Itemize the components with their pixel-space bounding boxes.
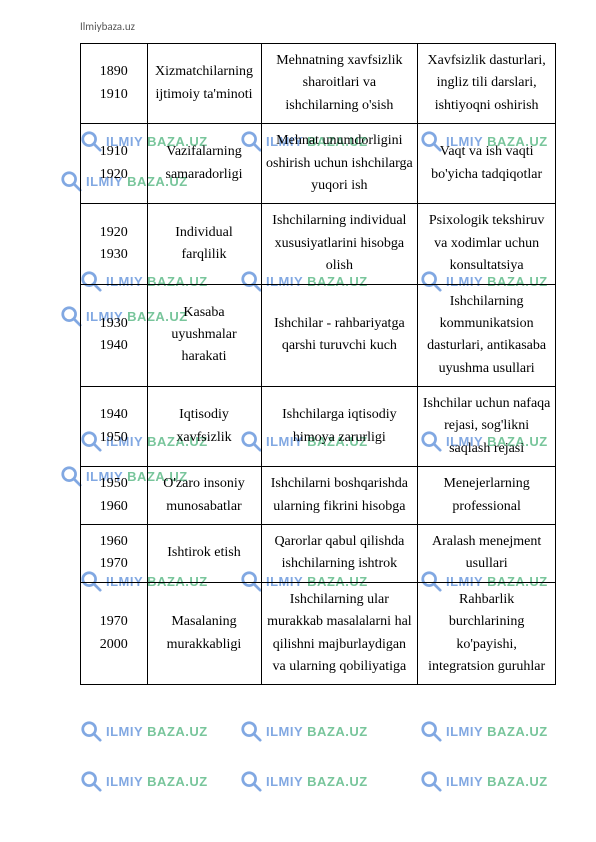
year-end: 1930 xyxy=(85,244,143,266)
watermark: ILMIY BAZA.UZ xyxy=(80,770,208,792)
cell-col4: Xavfsizlik dasturlari, ingliz tili darsl… xyxy=(418,44,556,124)
cell-col2: Kasaba uyushmalar harakati xyxy=(147,284,261,387)
watermark: ILMIY BAZA.UZ xyxy=(240,720,368,742)
table-row: 19301940Kasaba uyushmalar harakatiIshchi… xyxy=(81,284,556,387)
table-row: 19501960O'zaro insoniy munosabatlarIshch… xyxy=(81,467,556,525)
year-end: 1920 xyxy=(85,164,143,186)
table-row: 18901910Xizmatchilarning ijtimoiy ta'min… xyxy=(81,44,556,124)
cell-col2: O'zaro insoniy munosabatlar xyxy=(147,467,261,525)
year-end: 1970 xyxy=(85,553,143,575)
watermark-text-2: BAZA.UZ xyxy=(147,774,208,789)
year-cell: 19401950 xyxy=(81,387,148,467)
cell-col3: Ishchilarni boshqarishda ularning fikrin… xyxy=(261,467,418,525)
watermark-text-1: ILMIY xyxy=(266,774,303,789)
watermark-text-1: ILMIY xyxy=(106,774,143,789)
year-start: 1950 xyxy=(85,473,143,495)
cell-col4: Vaqt va ish vaqti bo'yicha tadqiqotlar xyxy=(418,124,556,204)
watermark-text-1: ILMIY xyxy=(266,724,303,739)
watermark: ILMIY BAZA.UZ xyxy=(80,720,208,742)
year-start: 1930 xyxy=(85,313,143,335)
year-end: 1950 xyxy=(85,427,143,449)
watermark-text-2: BAZA.UZ xyxy=(307,774,368,789)
cell-col4: Ishchilar uchun nafaqa rejasi, sog'likni… xyxy=(418,387,556,467)
year-cell: 19702000 xyxy=(81,582,148,685)
cell-col4: Aralash menejment usullari xyxy=(418,525,556,583)
watermark-text-1: ILMIY xyxy=(446,774,483,789)
year-end: 2000 xyxy=(85,634,143,656)
year-start: 1960 xyxy=(85,531,143,553)
watermark-text-2: BAZA.UZ xyxy=(307,724,368,739)
cell-col3: Ishchilar - rahbariyatga qarshi turuvchi… xyxy=(261,284,418,387)
cell-col4: Menejerlarning professional xyxy=(418,467,556,525)
year-start: 1910 xyxy=(85,141,143,163)
watermark: ILMIY BAZA.UZ xyxy=(240,770,368,792)
table-row: 19601970Ishtirok etishQarorlar qabul qil… xyxy=(81,525,556,583)
cell-col2: Iqtisodiy xavfsizlik xyxy=(147,387,261,467)
watermark-text-1: ILMIY xyxy=(106,724,143,739)
cell-col3: Ishchilarning ular murakkab masalalarni … xyxy=(261,582,418,685)
year-cell: 19201930 xyxy=(81,204,148,284)
cell-col2: Ishtirok etish xyxy=(147,525,261,583)
year-start: 1970 xyxy=(85,611,143,633)
year-start: 1890 xyxy=(85,61,143,83)
watermark-text-2: BAZA.UZ xyxy=(487,774,548,789)
cell-col3: Mehnatning xavfsizlik sharoitlari va ish… xyxy=(261,44,418,124)
watermark-text-1: ILMIY xyxy=(446,724,483,739)
year-cell: 18901910 xyxy=(81,44,148,124)
year-start: 1920 xyxy=(85,222,143,244)
year-end: 1940 xyxy=(85,335,143,357)
year-start: 1940 xyxy=(85,404,143,426)
page-header: Ilmiybaza.uz xyxy=(80,20,556,33)
year-cell: 19301940 xyxy=(81,284,148,387)
watermark-text-2: BAZA.UZ xyxy=(147,724,208,739)
cell-col2: Vazifalarning samaradorligi xyxy=(147,124,261,204)
table-row: 19702000Masalaning murakkabligiIshchilar… xyxy=(81,582,556,685)
year-end: 1910 xyxy=(85,84,143,106)
cell-col2: Individual farqlilik xyxy=(147,204,261,284)
year-end: 1960 xyxy=(85,496,143,518)
cell-col3: Ishchilarga iqtisodiy himoya zarurligi xyxy=(261,387,418,467)
cell-col2: Masalaning murakkabligi xyxy=(147,582,261,685)
table-row: 19401950Iqtisodiy xavfsizlikIshchilarga … xyxy=(81,387,556,467)
cell-col4: Psixologik tekshiruv va xodimlar uchun k… xyxy=(418,204,556,284)
history-table: 18901910Xizmatchilarning ijtimoiy ta'min… xyxy=(80,43,556,685)
year-cell: 19601970 xyxy=(81,525,148,583)
table-row: 19201930Individual farqlilikIshchilarnin… xyxy=(81,204,556,284)
year-cell: 19101920 xyxy=(81,124,148,204)
cell-col4: Ishchilarning kommunikatsion dasturlari,… xyxy=(418,284,556,387)
year-cell: 19501960 xyxy=(81,467,148,525)
cell-col3: Mehnat unumdorligini oshirish uchun ishc… xyxy=(261,124,418,204)
cell-col3: Ishchilarning individual xususiyatlarini… xyxy=(261,204,418,284)
table-row: 19101920Vazifalarning samaradorligiMehna… xyxy=(81,124,556,204)
cell-col4: Rahbarlik burchlarining ko'payishi, inte… xyxy=(418,582,556,685)
watermark: ILMIY BAZA.UZ xyxy=(420,770,548,792)
watermark-text-2: BAZA.UZ xyxy=(487,724,548,739)
cell-col3: Qarorlar qabul qilishda ishchilarning is… xyxy=(261,525,418,583)
watermark: ILMIY BAZA.UZ xyxy=(420,720,548,742)
cell-col2: Xizmatchilarning ijtimoiy ta'minoti xyxy=(147,44,261,124)
